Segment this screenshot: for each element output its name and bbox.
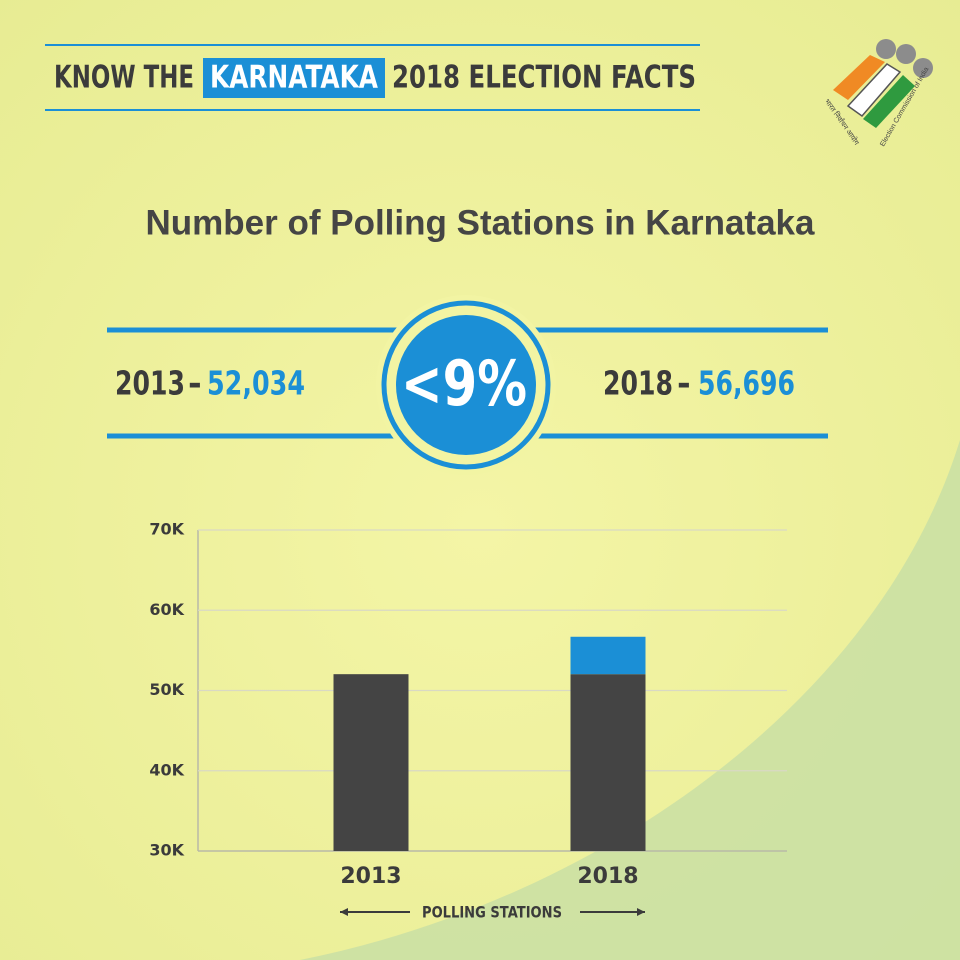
logo-stripe — [846, 63, 902, 118]
change-label: <9% — [401, 347, 527, 420]
logo-dot — [913, 58, 933, 78]
chart: POLLING STATIONS 30K 40K 50K 60K 70K 2013 2018 — [149, 520, 787, 922]
stat-value: 52,034 — [207, 364, 305, 403]
badge-ring — [381, 300, 551, 470]
header-highlight: KARNATAKA — [210, 60, 378, 96]
logo-stripe — [863, 75, 915, 128]
bar — [570, 636, 646, 675]
stat-dash: - — [188, 364, 202, 403]
header-text: 2018 ELECTION FACTS — [392, 60, 696, 96]
x-tick-label: 2013 — [340, 864, 401, 889]
y-tick-label: 50K — [149, 680, 184, 699]
arrow-head — [637, 908, 645, 916]
bar — [570, 674, 646, 851]
chart-title: Number of Polling Stations in Karnataka — [146, 203, 816, 242]
y-tick-label: 70K — [149, 520, 184, 539]
background-curve — [300, 440, 960, 960]
arrow-head — [340, 908, 348, 916]
logo-dot — [876, 39, 896, 59]
y-tick-label: 40K — [149, 760, 184, 779]
badge — [396, 315, 536, 455]
x-tick-label: 2018 — [577, 864, 638, 889]
x-axis-label: POLLING STATIONS — [422, 903, 562, 922]
y-tick-label: 60K — [149, 600, 184, 619]
stat-year: 2013 — [115, 364, 185, 403]
stat-year: 2018 — [603, 364, 673, 403]
logo-stripe — [833, 55, 885, 100]
bar — [333, 674, 409, 851]
header-text: KNOW THE — [54, 60, 194, 96]
y-tick-label: 30K — [149, 841, 184, 860]
logo-dot — [896, 44, 916, 64]
stat-dash: - — [677, 364, 691, 403]
highlight-box — [203, 58, 385, 98]
stat-value: 56,696 — [698, 364, 795, 403]
